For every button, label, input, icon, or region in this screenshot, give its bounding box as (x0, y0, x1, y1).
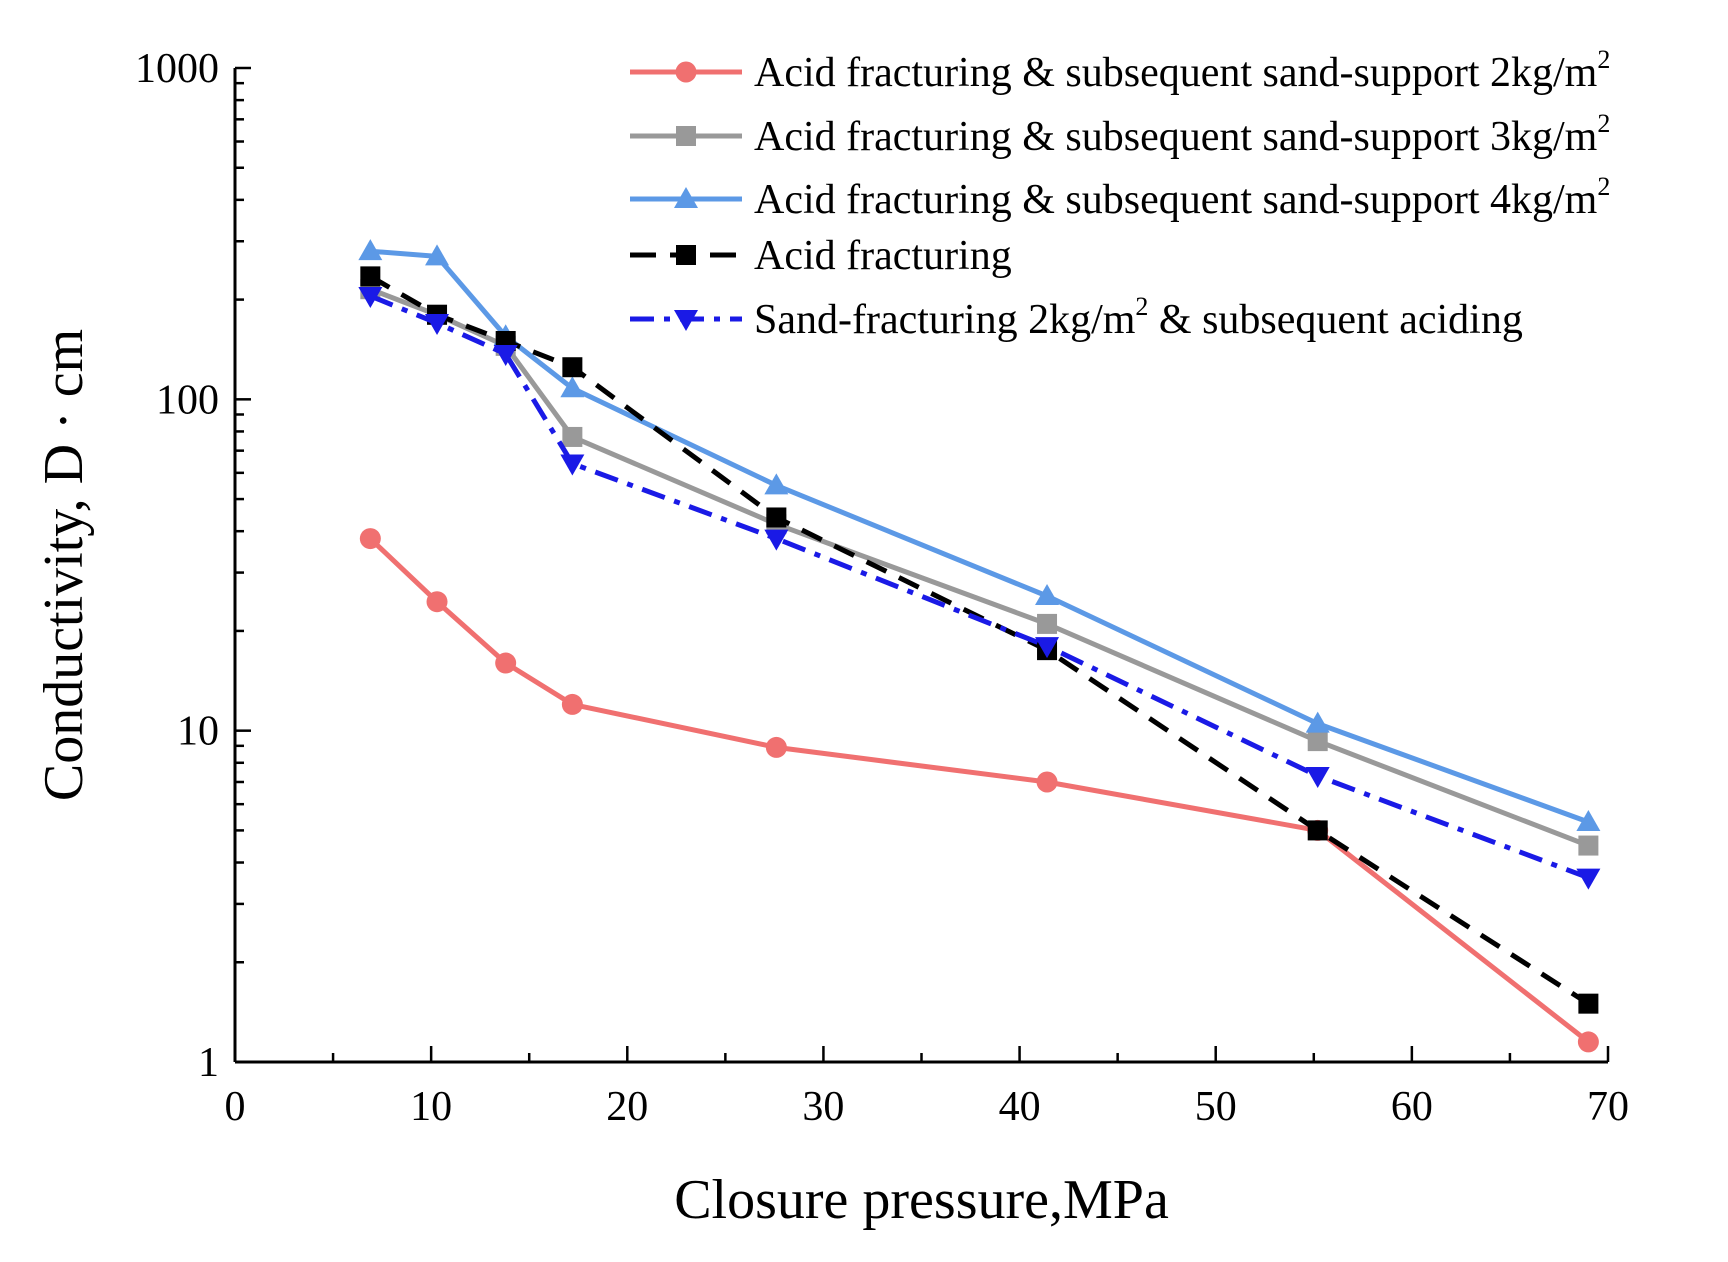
data-point (676, 245, 696, 265)
legend-label: Acid fracturing (754, 233, 1012, 279)
data-point (1307, 820, 1328, 841)
series-group (358, 239, 1601, 1053)
y-tick-label: 1 (198, 1040, 219, 1086)
x-tick-label: 40 (999, 1084, 1041, 1130)
axes: 0 10 20 30 40 50 60 70 1 10 100 1000 Closure pressur… (33, 46, 1629, 1231)
data-point (561, 693, 583, 715)
legend-item-5: Sand-fracturing 2kg/m2 & subsequent acid… (630, 292, 1523, 343)
x-tick-label: 60 (1391, 1084, 1433, 1130)
data-point (1036, 771, 1058, 793)
series-line (368, 536, 1590, 1044)
series-1 (359, 528, 1599, 1053)
x-tick-label: 50 (1195, 1084, 1237, 1130)
legend-label-main: Sand-fracturing 2kg/m (754, 297, 1136, 343)
data-point (1578, 835, 1599, 856)
x-tick-label: 20 (606, 1084, 648, 1130)
series-line (370, 248, 1590, 825)
legend-label-superscript: 2 (1597, 172, 1610, 201)
data-point (765, 736, 787, 758)
data-point (426, 591, 448, 613)
legend-label-main: Acid fracturing (754, 233, 1012, 279)
x-axis-title: Closure pressure,MPa (674, 1169, 1169, 1231)
data-point (1576, 868, 1601, 890)
data-point (1037, 613, 1058, 634)
y-axis-title: Conductivity, D · cm (33, 329, 95, 801)
data-point (1035, 583, 1060, 605)
data-point (676, 126, 696, 146)
data-point (358, 287, 383, 309)
data-point (1577, 1031, 1599, 1053)
legend-item-1: Acid fracturing & subsequent sand-suppor… (630, 45, 1610, 96)
legend-label-main: Acid fracturing & subsequent sand-suppor… (754, 114, 1598, 160)
legend-label-superscript: 2 (1135, 292, 1148, 321)
data-point (495, 652, 517, 674)
data-point (764, 529, 789, 551)
data-point (1576, 810, 1601, 832)
legend: Acid fracturing & subsequent sand-suppor… (630, 45, 1610, 343)
series-5 (358, 287, 1601, 890)
legend-label-main: Acid fracturing & subsequent sand-suppor… (754, 50, 1598, 96)
data-point (493, 345, 518, 367)
data-point (425, 313, 450, 335)
data-point (425, 244, 450, 266)
data-point (1035, 637, 1060, 659)
x-tick-label: 70 (1587, 1084, 1629, 1130)
data-point (1305, 711, 1330, 733)
y-tick-label: 10 (177, 709, 219, 755)
legend-label: Sand-fracturing 2kg/m2 & subsequent acid… (754, 292, 1523, 343)
data-point (560, 376, 585, 398)
y-tick-label: 100 (156, 377, 219, 423)
x-tick-label: 30 (802, 1084, 844, 1130)
legend-label: Acid fracturing & subsequent sand-suppor… (754, 109, 1610, 160)
data-point (358, 239, 383, 261)
x-tick-label: 0 (225, 1084, 246, 1130)
legend-label-tail: & subsequent aciding (1148, 297, 1522, 343)
data-point (560, 454, 585, 476)
data-point (360, 266, 381, 287)
data-point (359, 528, 381, 550)
x-tick-label: 10 (410, 1084, 452, 1130)
y-tick-label: 1000 (135, 46, 219, 92)
data-point (1305, 766, 1330, 788)
data-point (1307, 731, 1328, 752)
legend-item-4: Acid fracturing (630, 233, 1012, 279)
legend-item-3: Acid fracturing & subsequent sand-suppor… (630, 172, 1610, 223)
data-point (1578, 993, 1599, 1014)
data-point (562, 357, 583, 378)
legend-label-superscript: 2 (1597, 109, 1610, 138)
data-point (562, 426, 583, 447)
data-point (766, 507, 787, 528)
data-point (674, 187, 698, 208)
legend-item-2: Acid fracturing & subsequent sand-suppor… (630, 109, 1610, 160)
data-point (764, 473, 789, 495)
legend-label-superscript: 2 (1597, 45, 1610, 74)
legend-label-main: Acid fracturing & subsequent sand-suppor… (754, 177, 1598, 223)
series-line (369, 293, 1590, 881)
data-point (674, 310, 698, 331)
series-line (369, 274, 1590, 1006)
legend-label: Acid fracturing & subsequent sand-suppor… (754, 172, 1610, 223)
legend-label: Acid fracturing & subsequent sand-suppor… (754, 45, 1610, 96)
data-point (675, 61, 697, 83)
